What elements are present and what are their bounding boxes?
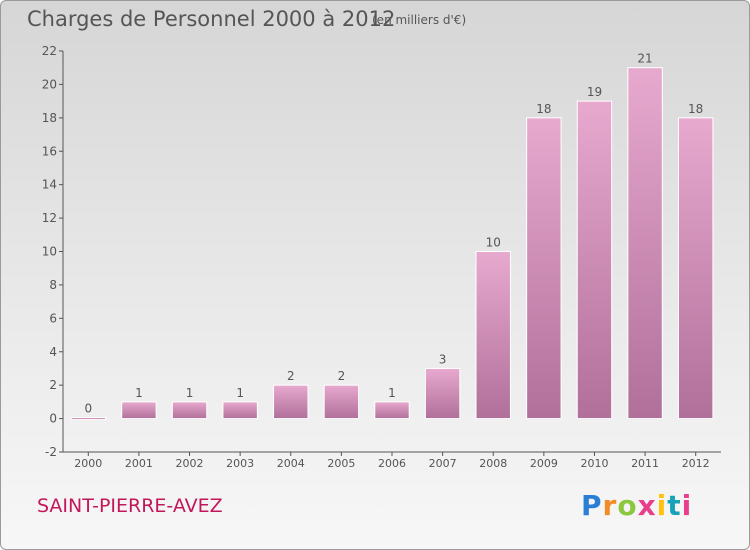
y-tick-label: 18	[42, 111, 57, 125]
bar-2009	[526, 117, 562, 420]
bar-2008	[475, 251, 511, 420]
x-tick-label-2012: 2012	[682, 457, 710, 470]
chart-title: Charges de Personnel 2000 à 2012	[27, 7, 396, 31]
x-tick-label-2001: 2001	[125, 457, 153, 470]
y-tick-label: 14	[42, 178, 57, 192]
x-tick-label-2003: 2003	[226, 457, 254, 470]
bar-2003	[222, 401, 258, 420]
x-tick-label-2007: 2007	[429, 457, 457, 470]
bar-2004	[273, 384, 309, 420]
x-tick-label-2004: 2004	[277, 457, 305, 470]
value-label-2010: 19	[587, 85, 602, 99]
y-tick-label: 16	[42, 144, 57, 158]
y-tick-label: 20	[42, 77, 57, 91]
bar-2001	[121, 401, 157, 420]
value-label-2007: 3	[439, 352, 447, 366]
chart-labels: 0 2000 1 2001 1 2002 1 2003 2 2004 2 2005 1 2006 3 2007…	[74, 52, 709, 470]
x-tick-label-2009: 2009	[530, 457, 558, 470]
bar-2000	[70, 417, 107, 421]
bar-2006	[374, 401, 410, 420]
bar-2007	[424, 367, 461, 420]
commune-name: SAINT-PIERRE-AVEZ	[37, 495, 223, 517]
y-tick-label: 22	[42, 44, 57, 58]
value-label-2005: 2	[338, 369, 346, 383]
value-label-2000: 0	[84, 402, 92, 416]
y-tick-label: 10	[42, 245, 57, 259]
proxiti-logo[interactable]: Proxiti	[581, 489, 693, 522]
value-label-2006: 1	[388, 386, 396, 400]
value-label-2009: 18	[536, 102, 551, 116]
value-label-2004: 2	[287, 369, 295, 383]
value-label-2001: 1	[135, 386, 143, 400]
y-tick-label: 8	[49, 278, 57, 292]
chart-subtitle: (en milliers d'€)	[372, 13, 467, 27]
value-label-2012: 18	[688, 102, 703, 116]
y-tick-label: 4	[49, 345, 57, 359]
y-tick-label: 0	[49, 412, 57, 426]
bar-2010	[576, 100, 613, 420]
x-tick-label-2002: 2002	[176, 457, 204, 470]
bar-2012	[677, 117, 714, 420]
x-tick-label-2000: 2000	[74, 457, 102, 470]
x-tick-label-2005: 2005	[327, 457, 355, 470]
value-label-2008: 10	[486, 236, 501, 250]
x-tick-label-2006: 2006	[378, 457, 406, 470]
x-tick-label-2011: 2011	[631, 457, 659, 470]
value-label-2002: 1	[186, 386, 194, 400]
y-tick-label: 12	[42, 211, 57, 225]
y-tick-label: 6	[49, 311, 57, 325]
value-label-2003: 1	[236, 386, 244, 400]
x-tick-label-2008: 2008	[479, 457, 507, 470]
bar-2005	[323, 384, 360, 420]
bar-2011	[627, 67, 663, 420]
x-tick-label-2010: 2010	[580, 457, 608, 470]
y-tick-label: -2	[45, 445, 57, 459]
y-tick-label: 2	[49, 378, 57, 392]
bar-2002	[171, 401, 208, 420]
chart-bars	[70, 67, 714, 421]
value-label-2011: 21	[637, 52, 652, 66]
